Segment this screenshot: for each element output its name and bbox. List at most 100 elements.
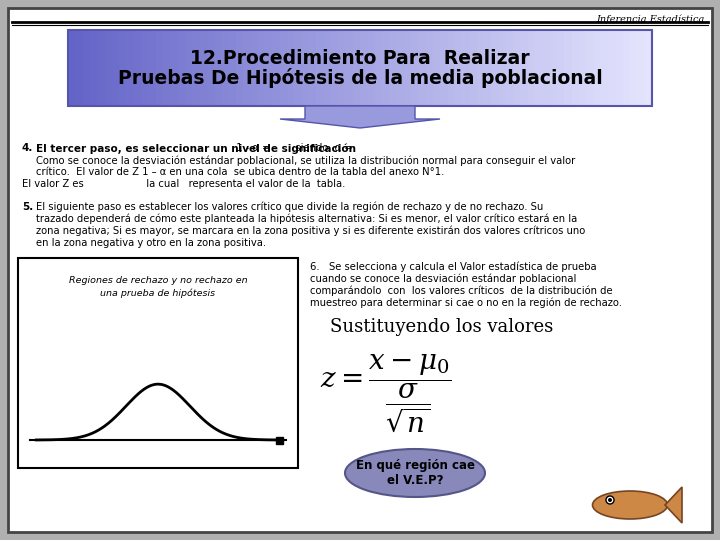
Text: 5.: 5. xyxy=(22,202,33,212)
Bar xyxy=(279,30,287,106)
Text: 4.: 4. xyxy=(22,143,33,153)
Bar xyxy=(119,30,127,106)
Bar xyxy=(433,30,441,106)
Bar xyxy=(287,30,294,106)
Text: El tercer paso, es seleccionar un nivel de significación: El tercer paso, es seleccionar un nivel … xyxy=(36,143,356,153)
Bar xyxy=(338,30,346,106)
Bar xyxy=(455,30,463,106)
Ellipse shape xyxy=(345,449,485,497)
Text: Regiones de rechazo y no rechazo en: Regiones de rechazo y no rechazo en xyxy=(68,276,247,285)
Bar xyxy=(265,30,273,106)
Bar xyxy=(462,30,470,106)
Bar xyxy=(68,30,76,106)
Bar xyxy=(630,30,638,106)
Bar xyxy=(448,30,455,106)
Circle shape xyxy=(608,498,612,502)
Text: 1 - α =        siendo  α =: 1 - α = siendo α = xyxy=(233,143,353,153)
Text: trazado dependerá de cómo este planteada la hipótesis alternativa: Si es menor, : trazado dependerá de cómo este planteada… xyxy=(36,214,577,225)
Bar xyxy=(637,30,645,106)
Bar xyxy=(360,30,368,106)
Text: comparándolo  con  los valores críticos  de la distribución de: comparándolo con los valores críticos de… xyxy=(310,286,613,296)
Bar xyxy=(382,30,390,106)
FancyBboxPatch shape xyxy=(8,8,712,532)
Bar xyxy=(163,30,171,106)
Bar xyxy=(221,30,229,106)
Bar xyxy=(367,30,375,106)
Bar xyxy=(185,30,193,106)
Bar xyxy=(557,30,565,106)
Circle shape xyxy=(606,496,614,504)
Bar xyxy=(251,30,258,106)
Bar xyxy=(542,30,550,106)
Bar xyxy=(469,30,477,106)
Bar xyxy=(411,30,419,106)
Bar xyxy=(178,30,185,106)
Polygon shape xyxy=(280,106,440,128)
Bar xyxy=(97,30,105,106)
Bar xyxy=(506,30,514,106)
Bar xyxy=(528,30,536,106)
Text: zona negativa; Si es mayor, se marcara en la zona positiva y si es diferente exi: zona negativa; Si es mayor, se marcara e… xyxy=(36,226,585,237)
Bar xyxy=(346,30,354,106)
Bar xyxy=(272,30,280,106)
Bar xyxy=(586,30,594,106)
Bar xyxy=(535,30,543,106)
Bar xyxy=(353,30,361,106)
Bar xyxy=(601,30,608,106)
Bar xyxy=(484,30,492,106)
Bar xyxy=(243,30,251,106)
Text: cuando se conoce la desviación estándar poblacional: cuando se conoce la desviación estándar … xyxy=(310,274,577,285)
Bar xyxy=(148,30,156,106)
Bar xyxy=(127,30,134,106)
Bar xyxy=(236,30,243,106)
Bar xyxy=(374,30,382,106)
Bar xyxy=(397,30,405,106)
Ellipse shape xyxy=(593,491,667,519)
Bar xyxy=(323,30,331,106)
Bar xyxy=(330,30,338,106)
Text: 6.   Se selecciona y calcula el Valor estadística de prueba: 6. Se selecciona y calcula el Valor esta… xyxy=(310,262,597,273)
Bar xyxy=(134,30,142,106)
Text: Sustituyendo los valores: Sustituyendo los valores xyxy=(330,318,553,336)
Bar xyxy=(390,30,397,106)
Bar xyxy=(499,30,506,106)
Bar xyxy=(258,30,266,106)
Bar xyxy=(608,30,616,106)
Bar xyxy=(426,30,433,106)
Bar xyxy=(579,30,587,106)
Text: 12.Procedimiento Para  Realizar: 12.Procedimiento Para Realizar xyxy=(190,49,530,68)
Bar xyxy=(644,30,652,106)
Bar xyxy=(276,436,283,443)
Bar xyxy=(572,30,580,106)
Bar xyxy=(229,30,236,106)
Text: En qué región cae
el V.E.P?: En qué región cae el V.E.P? xyxy=(356,459,474,487)
Bar xyxy=(404,30,412,106)
Bar xyxy=(170,30,178,106)
Bar xyxy=(83,30,91,106)
Text: El valor Z es                    la cual   representa el valor de la  tabla.: El valor Z es la cual representa el valo… xyxy=(22,179,346,189)
Bar xyxy=(309,30,317,106)
FancyBboxPatch shape xyxy=(18,258,298,468)
Bar xyxy=(156,30,163,106)
Bar xyxy=(104,30,112,106)
Bar xyxy=(513,30,521,106)
Bar xyxy=(294,30,302,106)
Bar xyxy=(623,30,631,106)
Text: crítico.  El valor de Z 1 – α en una cola  se ubica dentro de la tabla del anexo: crítico. El valor de Z 1 – α en una cola… xyxy=(36,167,444,177)
Bar xyxy=(141,30,149,106)
Bar xyxy=(214,30,222,106)
Text: $z = \dfrac{x - \mu_0}{\dfrac{\sigma}{\sqrt{n}}}$: $z = \dfrac{x - \mu_0}{\dfrac{\sigma}{\s… xyxy=(320,353,451,434)
Bar xyxy=(491,30,499,106)
Text: Como se conoce la desviación estándar poblacional, se utiliza la distribución no: Como se conoce la desviación estándar po… xyxy=(36,155,575,165)
Bar xyxy=(199,30,207,106)
Bar xyxy=(616,30,624,106)
Bar xyxy=(521,30,528,106)
Bar xyxy=(302,30,310,106)
Text: Inferencia Estadística: Inferencia Estadística xyxy=(597,14,705,24)
Bar xyxy=(76,30,83,106)
Bar xyxy=(477,30,485,106)
Text: El siguiente paso es establecer los valores crítico que divide la región de rech: El siguiente paso es establecer los valo… xyxy=(36,202,544,213)
Bar xyxy=(90,30,98,106)
Bar xyxy=(418,30,426,106)
Bar xyxy=(207,30,215,106)
